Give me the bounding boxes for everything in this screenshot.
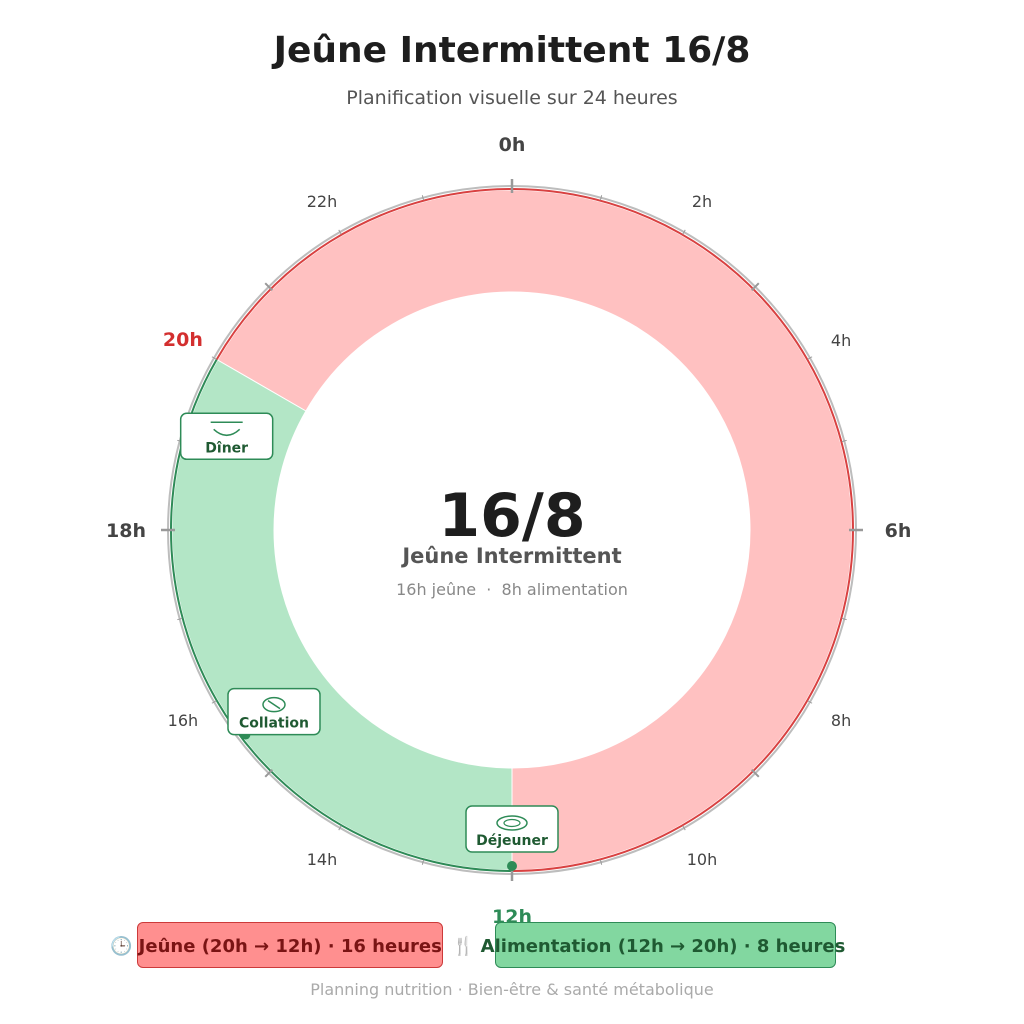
hour-tick <box>338 229 342 235</box>
plate-icon <box>496 815 528 831</box>
eating-arc <box>171 359 513 871</box>
hour-tick <box>264 769 273 778</box>
hour-label-10h: 10h <box>687 850 718 869</box>
meal-label-box <box>465 805 559 853</box>
hour-label-4h: 4h <box>831 331 851 350</box>
hour-tick <box>682 229 686 235</box>
hour-tick <box>599 859 603 865</box>
hour-label-20h: 20h <box>163 329 203 351</box>
hour-tick <box>177 617 183 621</box>
meal-name: Déjeuner <box>476 833 548 849</box>
hour-tick <box>841 439 847 443</box>
meal-label-collation: Collation <box>227 687 321 736</box>
bowl-icon <box>210 421 243 437</box>
legend-fasting-label: 🕒 Jeûne (20h → 12h) · 16 heures <box>110 936 442 957</box>
hour-label-0h: 0h <box>499 134 526 156</box>
hour-label-22h: 22h <box>307 192 338 211</box>
hour-label-6h: 6h <box>885 520 912 542</box>
footer-note: Planning nutrition · Bien-être & santé m… <box>310 980 714 999</box>
hour-tick <box>841 617 847 621</box>
fasting-arc-edge <box>215 188 854 872</box>
chart-title: Jeûne Intermittent 16/8 <box>273 30 751 71</box>
meal-name: Dîner <box>205 440 248 456</box>
fasting-arc <box>216 189 853 871</box>
hour-label-2h: 2h <box>692 192 712 211</box>
hour-label-16h: 16h <box>168 711 199 730</box>
meal-name: Collation <box>239 716 309 732</box>
legend-eating-box <box>495 922 836 968</box>
meal-label-dejeuner: Déjeuner <box>465 805 559 853</box>
snack-icon <box>262 696 286 713</box>
hour-tick <box>264 282 273 291</box>
legend-fasting-box <box>137 922 443 968</box>
hour-tick <box>599 195 603 201</box>
hour-ticks <box>161 179 863 881</box>
hour-tick <box>807 700 813 704</box>
meal-marker-dot <box>507 861 517 871</box>
meal-label-box <box>179 412 274 461</box>
meal-label-diner: Dîner <box>179 412 274 461</box>
hour-tick <box>751 282 760 291</box>
center-detail: 16h jeûne · 8h alimentation <box>396 580 628 599</box>
chart-subtitle: Planification visuelle sur 24 heures <box>346 87 678 109</box>
hour-tick <box>338 825 342 831</box>
hour-tick <box>211 700 217 704</box>
hour-tick <box>751 769 760 778</box>
hour-tick <box>682 825 686 831</box>
center-ratio: 16/8 <box>438 481 585 551</box>
hour-tick <box>421 859 425 865</box>
eating-arc-edge <box>170 359 513 872</box>
hour-label-18h: 18h <box>106 520 146 542</box>
hour-tick <box>421 195 425 201</box>
center-label: Jeûne Intermittent <box>400 544 621 568</box>
hour-tick <box>211 356 217 360</box>
legend-eating-label: 🍴 Alimentation (12h → 20h) · 8 heures <box>452 936 846 957</box>
hour-tick <box>807 356 813 360</box>
hour-label-8h: 8h <box>831 711 851 730</box>
hour-label-14h: 14h <box>307 850 338 869</box>
